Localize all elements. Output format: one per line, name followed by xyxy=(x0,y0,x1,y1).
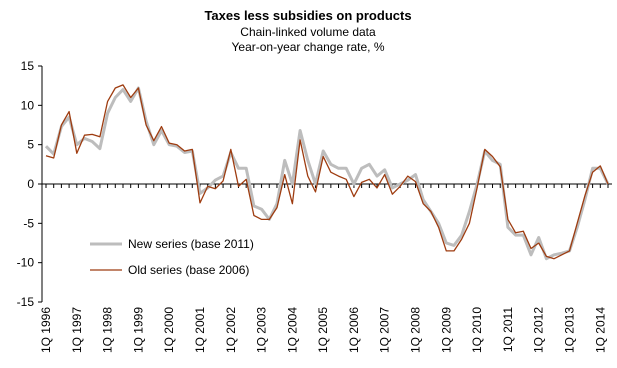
chart-subtitle-2: Year-on-year change rate, % xyxy=(232,40,385,54)
y-tick-label: -10 xyxy=(17,256,35,270)
x-tick-label: 1Q 2006 xyxy=(347,307,361,353)
legend-label-new: New series (base 2011) xyxy=(128,237,254,251)
y-tick-label: -15 xyxy=(17,295,35,309)
chart-subtitle-1: Chain-linked volume data xyxy=(240,25,376,39)
x-tick-label: 1Q 1999 xyxy=(131,307,145,353)
y-tick-label: 0 xyxy=(27,177,34,191)
x-tick-label: 1Q 2008 xyxy=(409,307,423,353)
x-tick-label: 1Q 2004 xyxy=(285,307,299,353)
legend-label-old: Old series (base 2006) xyxy=(128,263,249,277)
x-tick-label: 1Q 2009 xyxy=(439,307,453,353)
legend: New series (base 2011) Old series (base … xyxy=(90,237,254,277)
y-tick-label: 5 xyxy=(27,138,34,152)
x-tick-label: 1Q 2007 xyxy=(378,307,392,353)
x-tick-label: 1Q 2001 xyxy=(193,307,207,353)
series-line-old xyxy=(45,84,609,260)
x-tick-label: 1Q 1997 xyxy=(70,307,84,353)
x-tick-label: 1Q 2003 xyxy=(255,307,269,353)
x-tick-label: 1Q 2011 xyxy=(501,307,515,352)
y-tick-label: 15 xyxy=(21,59,35,73)
y-tick-label: -5 xyxy=(23,216,34,230)
chart-title: Taxes less subsidies on products xyxy=(204,8,411,23)
x-tick-label: 1Q 2000 xyxy=(162,307,176,353)
x-tick-label: 1Q 1998 xyxy=(101,307,115,353)
x-axis: 1Q 1996 1Q 1997 1Q 1998 1Q 1999 1Q 2000 1Q 20… xyxy=(39,183,612,353)
x-tick-label: 1Q 1996 xyxy=(39,307,53,353)
y-tick-label: 10 xyxy=(21,98,35,112)
x-tick-label: 1Q 2012 xyxy=(532,307,546,353)
x-tick-label: 1Q 2014 xyxy=(593,307,607,353)
x-tick-label: 1Q 2005 xyxy=(316,307,330,353)
x-tick-label: 1Q 2002 xyxy=(224,307,238,353)
x-tick-label: 1Q 2010 xyxy=(470,307,484,353)
x-tick-label: 1Q 2013 xyxy=(563,307,577,353)
series-lines xyxy=(44,84,610,261)
y-axis: 15 10 5 0 -5 -10 -15 xyxy=(17,59,43,309)
